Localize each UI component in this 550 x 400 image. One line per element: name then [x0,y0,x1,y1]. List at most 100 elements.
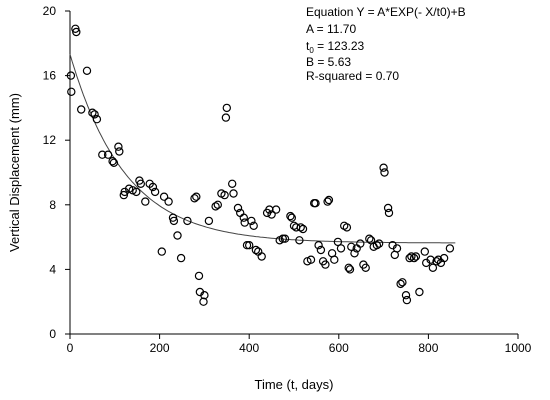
x-tick-label: 400 [239,341,259,355]
x-axis-title: Time (t, days) [255,377,334,392]
data-point [271,205,281,214]
data-point [402,295,412,305]
data-point [415,287,424,297]
data-point [213,200,222,209]
data-point [316,245,326,255]
data-point [333,237,343,247]
data-point [411,252,421,261]
data-point [249,221,258,230]
data-point [247,216,256,226]
data-point [342,223,352,232]
data-point [211,202,220,211]
data-point [220,190,229,200]
data-point [136,179,145,188]
data-point [295,236,304,245]
param-t0-value: = 123.23 [314,39,365,53]
data-point [350,249,359,258]
x-tick-label: 1000 [505,341,532,355]
data-point [240,218,249,227]
data-point [148,182,158,192]
data-point [314,240,323,250]
data-point [356,239,365,248]
y-tick-label: 8 [49,198,56,212]
data-point [251,245,261,255]
data-point [244,240,254,250]
data-point [66,71,76,80]
data-point [227,179,237,188]
data-point [159,192,169,201]
data-point [324,195,334,205]
data-point [380,168,389,177]
data-point [336,244,346,253]
y-tick-label: 16 [43,69,57,83]
y-tick-label: 4 [49,262,56,276]
data-point [92,114,102,124]
data-point [239,213,248,222]
data-point [345,265,355,274]
data-point [396,279,405,289]
data-point [103,150,113,159]
param-t0-prefix: t [306,39,310,53]
data-point [383,203,393,213]
data-point [296,223,305,232]
data-point [192,192,201,201]
data-point [287,213,296,222]
data-point [221,113,231,122]
data-point [306,255,316,264]
data-point [141,197,150,206]
data-point [204,216,214,226]
data-point [361,263,370,272]
data-point [392,244,402,253]
data-point [384,208,394,218]
data-point [115,147,124,156]
data-point [222,103,231,113]
data-point [278,234,287,243]
data-point [432,257,441,266]
param-a-label: A = 11.70 [306,22,356,36]
data-point [280,234,290,243]
data-point [344,263,353,272]
data-point [267,210,276,219]
data-point [409,253,419,263]
data-point [150,187,160,197]
data-point [439,253,449,263]
data-point [298,224,308,234]
data-point [401,291,411,300]
data-point [173,231,182,240]
data-point [82,66,92,76]
param-t0-subscript: 0 [309,46,314,55]
data-point [372,240,382,250]
param-t0-label: t0 = 123.23 [306,39,365,55]
y-axis-title: Vertical Displacement (mm) [7,93,22,252]
y-tick-label: 0 [49,327,56,341]
r-squared-label: R-squared = 0.70 [306,69,399,83]
y-tick-label: 20 [43,4,57,18]
data-point [169,216,179,226]
x-tick-label: 0 [67,341,74,355]
data-point [109,158,119,167]
data-point [233,203,243,213]
data-point [199,297,208,306]
equation-label: Equation Y = A*EXP(- X/t0)+B [306,5,466,19]
data-point [398,278,407,287]
data-point [428,263,438,272]
data-point [365,234,374,243]
data-point [108,156,117,166]
data-point [379,163,388,172]
data-point [323,197,332,206]
data-point [194,271,204,281]
data-point [374,239,384,248]
data-point [229,189,238,198]
data-point [321,260,330,269]
data-point [242,240,252,250]
param-b-label: B = 5.63 [306,55,351,69]
data-point [164,197,173,206]
x-axis-ticks: 0 200 400 600 800 1000 [67,334,532,355]
data-point [72,27,81,37]
data-point [311,198,320,208]
data-point [254,247,263,256]
data-point [88,108,97,117]
data-point [90,110,99,119]
data-point [176,253,186,263]
